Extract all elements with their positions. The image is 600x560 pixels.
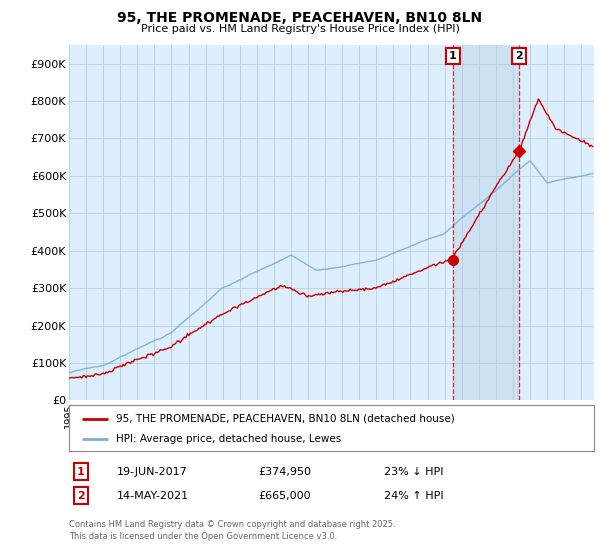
Text: 2: 2	[515, 51, 523, 61]
Text: 24% ↑ HPI: 24% ↑ HPI	[384, 491, 443, 501]
Text: 23% ↓ HPI: 23% ↓ HPI	[384, 466, 443, 477]
Text: 95, THE PROMENADE, PEACEHAVEN, BN10 8LN (detached house): 95, THE PROMENADE, PEACEHAVEN, BN10 8LN …	[116, 414, 455, 424]
Text: 1: 1	[449, 51, 457, 61]
Text: £374,950: £374,950	[258, 466, 311, 477]
Text: 19-JUN-2017: 19-JUN-2017	[117, 466, 188, 477]
Text: 14-MAY-2021: 14-MAY-2021	[117, 491, 189, 501]
Text: HPI: Average price, detached house, Lewes: HPI: Average price, detached house, Lewe…	[116, 435, 341, 444]
Text: 2: 2	[77, 491, 85, 501]
Bar	[452, 45, 519, 400]
Text: £665,000: £665,000	[258, 491, 311, 501]
Text: 1: 1	[77, 466, 85, 477]
Text: Contains HM Land Registry data © Crown copyright and database right 2025.
This d: Contains HM Land Registry data © Crown c…	[69, 520, 395, 541]
Text: 95, THE PROMENADE, PEACEHAVEN, BN10 8LN: 95, THE PROMENADE, PEACEHAVEN, BN10 8LN	[118, 11, 482, 25]
Text: Price paid vs. HM Land Registry's House Price Index (HPI): Price paid vs. HM Land Registry's House …	[140, 24, 460, 34]
